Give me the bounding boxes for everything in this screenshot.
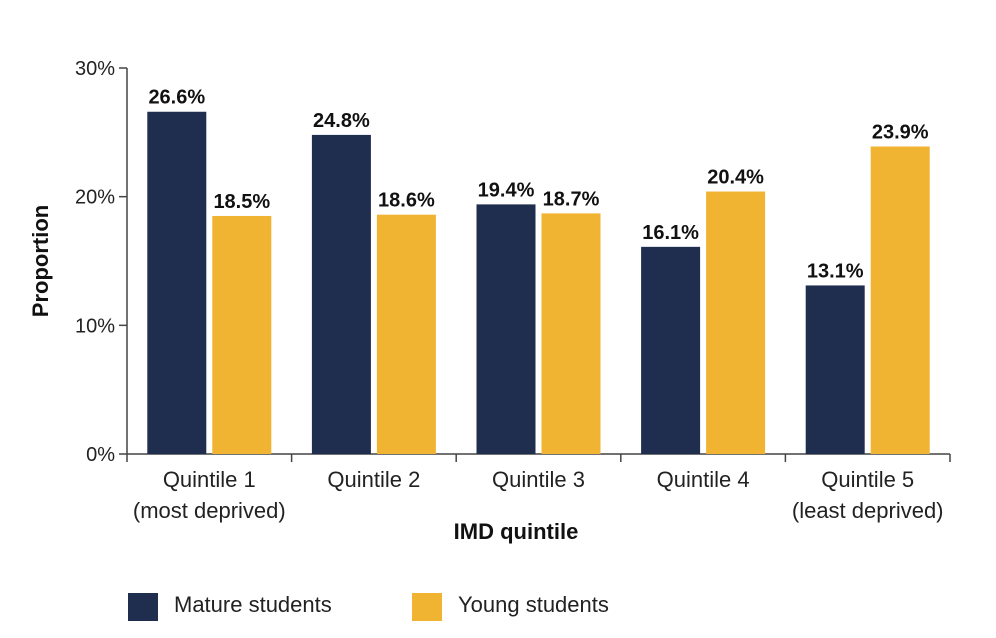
data-label: 23.9% xyxy=(872,121,929,143)
x-axis: Quintile 1 (most deprived) Quintile 2 Quint… xyxy=(126,453,951,523)
bar xyxy=(311,134,371,454)
y-tick-label: 10% xyxy=(75,315,115,337)
bar xyxy=(870,146,930,454)
data-label: 19.4% xyxy=(478,179,535,201)
legend: Mature students Young students xyxy=(128,592,609,621)
y-axis-title: Proportion xyxy=(28,205,53,317)
data-label: 26.6% xyxy=(148,87,205,109)
data-label: 20.4% xyxy=(707,167,764,189)
y-tick-label: 0% xyxy=(86,444,115,466)
data-label: 18.6% xyxy=(378,190,435,212)
data-label: 13.1% xyxy=(807,260,864,282)
legend-swatch xyxy=(412,593,442,621)
bar xyxy=(641,246,701,454)
y-tick-label: 20% xyxy=(75,187,115,209)
legend-swatch xyxy=(128,593,158,621)
x-tick-label: Quintile 5 (least deprived) xyxy=(792,467,944,523)
x-tick-label: Quintile 2 xyxy=(327,467,420,492)
bar xyxy=(805,285,865,454)
data-label: 18.5% xyxy=(213,191,270,213)
x-axis-title: IMD quintile xyxy=(454,519,579,544)
x-tick-label: Quintile 4 xyxy=(657,467,750,492)
bar xyxy=(147,111,207,454)
bar xyxy=(376,214,436,454)
y-tick-label: 30% xyxy=(75,58,115,80)
bar xyxy=(541,213,601,454)
bar xyxy=(706,191,766,454)
data-label: 18.7% xyxy=(543,188,600,210)
data-label: 16.1% xyxy=(642,222,699,244)
x-tick-label: Quintile 1 (most deprived) xyxy=(133,467,286,523)
bar xyxy=(476,204,536,454)
legend-label: Mature students xyxy=(174,592,332,617)
legend-label: Young students xyxy=(458,592,609,617)
y-axis: 0% 10% 20% 30% xyxy=(75,58,128,466)
x-tick-label: Quintile 3 xyxy=(492,467,585,492)
bars xyxy=(147,111,930,454)
data-label: 24.8% xyxy=(313,110,370,132)
bar xyxy=(212,215,272,454)
data-labels: 26.6% 24.8% 19.4% 16.1% 13.1% 18.5% 18.6% 18.7%… xyxy=(148,87,928,283)
